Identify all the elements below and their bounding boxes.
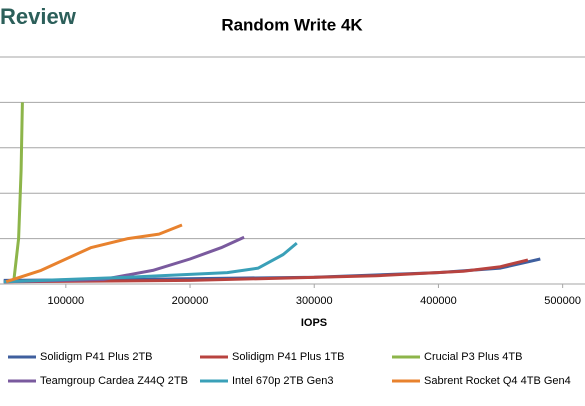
legend-label: Intel 670p 2TB Gen3 [232,375,334,387]
x-tick-label: 100000 [47,295,84,307]
x-tick-label: 200000 [172,295,209,307]
legend-label: Teamgroup Cardea Z44Q 2TB [40,375,188,387]
legend-label: Solidigm P41 Plus 1TB [232,351,345,363]
x-tick-label: 500000 [544,295,581,307]
x-axis-label: IOPS [301,317,327,329]
x-tick-label: 300000 [296,295,333,307]
legend-label: Sabrent Rocket Q4 4TB Gen4 [424,375,571,387]
brand: Review [0,4,77,29]
series-line [5,223,183,284]
x-tick-label: 400000 [420,295,457,307]
series-line [3,258,529,284]
series-line [3,235,245,284]
legend-label: Solidigm P41 Plus 2TB [40,351,153,363]
series-line [12,102,24,282]
series-line [3,241,298,284]
legend-label: Crucial P3 Plus 4TB [424,351,522,363]
chart-title: Random Write 4K [221,15,363,34]
